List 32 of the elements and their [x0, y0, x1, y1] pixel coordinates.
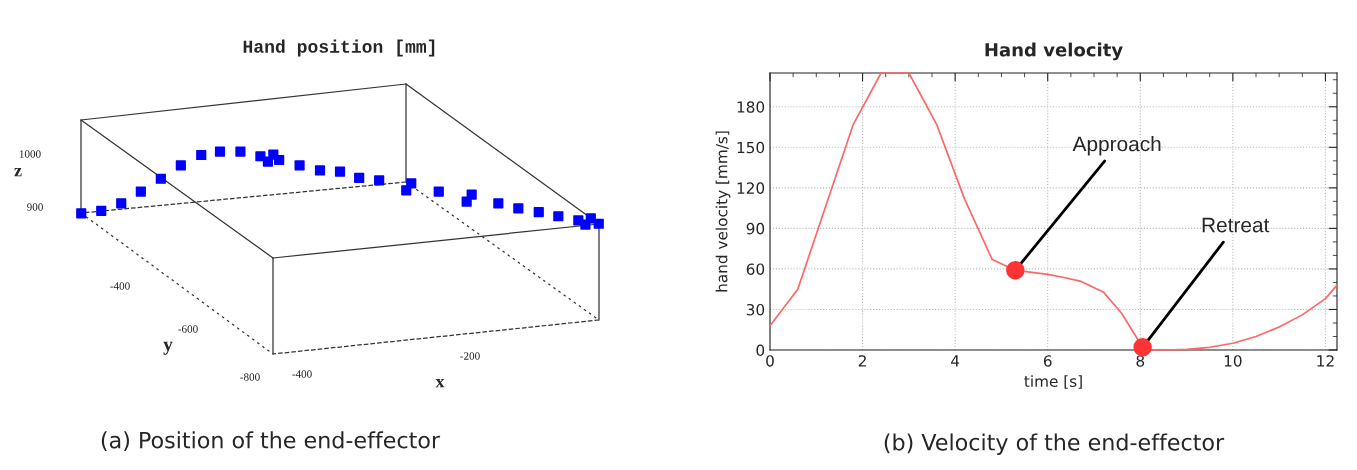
x-axis-title: time [s] [1024, 375, 1082, 389]
x-tick-label: 8 [1136, 355, 1145, 367]
x-tick-label: 2 [858, 355, 866, 367]
text: -400 [292, 370, 312, 378]
text: -400 [110, 282, 130, 290]
y-tick-label: 30 [746, 303, 765, 316]
text: Hand position [mm] [243, 39, 435, 57]
text: -200 [460, 352, 480, 360]
y-axis-title: hand velocity [mm/s] [715, 131, 731, 292]
y-tick-label: 0 [756, 344, 765, 357]
y-tick-label: 90 [746, 222, 765, 235]
text: 900 [27, 203, 43, 211]
y-tick-label: 60 [746, 263, 765, 275]
text: (a) Position of the end-effector [101, 431, 441, 452]
x-tick-label: 10 [1224, 355, 1242, 367]
annotation: Approach [1072, 136, 1161, 156]
x-tick-label: 12 [1317, 355, 1334, 367]
y-tick-label: 150 [737, 141, 765, 154]
text: -800 [240, 373, 260, 381]
text: 1000 [19, 150, 41, 158]
text: -600 [178, 325, 198, 333]
text: y [163, 341, 173, 355]
y-tick-label: 120 [737, 182, 765, 194]
text: z [14, 168, 22, 177]
x-tick-label: 0 [766, 355, 774, 367]
x-tick-label: 4 [951, 355, 960, 367]
y-tick-label: 180 [737, 101, 765, 113]
text: (b) Velocity of the end-effector [884, 433, 1225, 455]
x-tick-label: 6 [1043, 355, 1052, 367]
text: x [435, 379, 445, 388]
chart-title: Hand velocity [985, 42, 1123, 61]
annotation: Retreat [1202, 217, 1270, 233]
